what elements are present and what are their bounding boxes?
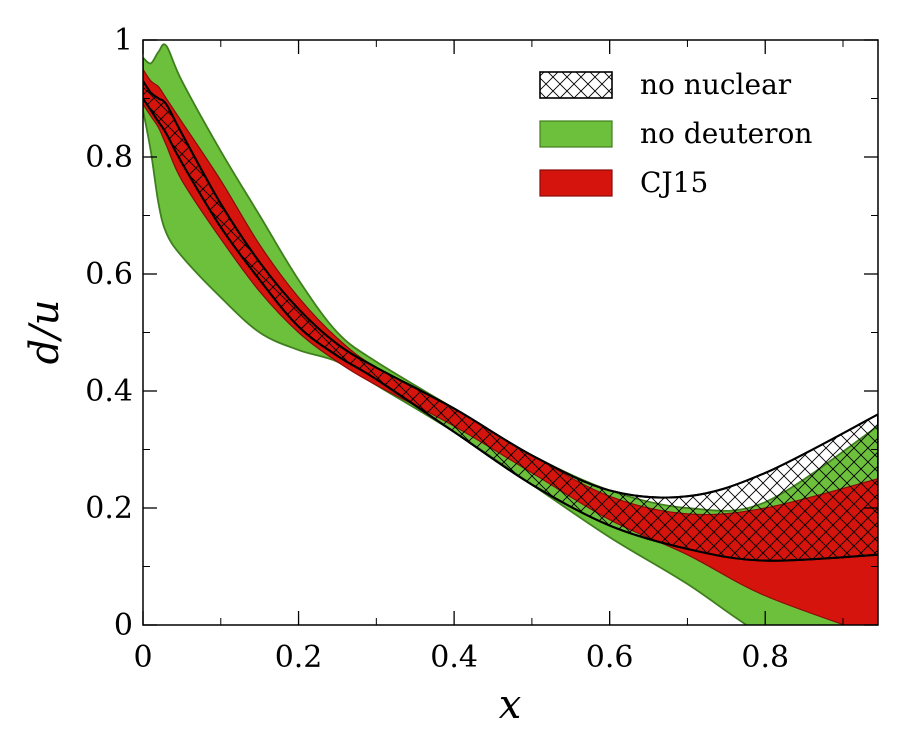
legend-label-no-deuteron: no deuteron	[640, 117, 812, 150]
x-tick-label: 0	[133, 640, 152, 675]
y-tick-label: 0.8	[85, 140, 133, 175]
y-tick-label: 0.2	[85, 491, 133, 526]
y-tick-label: 0	[114, 608, 133, 643]
band-cj15	[143, 68, 878, 625]
y-tick-label: 0.6	[85, 257, 133, 292]
axis-ticks	[142, 39, 878, 626]
legend-swatch-no-nuclear	[539, 71, 613, 99]
legend-swatch-cj15	[539, 169, 613, 197]
tick-labels: 0 0.2 0.4 0.6 0.8 0 0.2 0.4 0.6 0.8 1	[85, 23, 789, 675]
x-tick-label: 0.6	[586, 640, 634, 675]
bands	[143, 43, 878, 625]
x-tick-label: 0.8	[741, 640, 789, 675]
y-tick-label: 1	[114, 23, 133, 58]
y-axis-label: d/u	[22, 300, 68, 365]
legend-label-cj15: CJ15	[640, 166, 708, 199]
x-axis-label: x	[499, 682, 522, 728]
band-no-nuclear-lower-line	[143, 97, 878, 562]
x-tick-label: 0.4	[430, 640, 478, 675]
y-tick-label: 0.4	[85, 374, 133, 409]
legend-swatch-no-deuteron	[539, 120, 613, 148]
legend: no nuclear no deuteron CJ15	[539, 68, 812, 199]
band-no-nuclear-upper-line	[143, 80, 878, 499]
legend-label-no-nuclear: no nuclear	[640, 68, 792, 101]
x-tick-label: 0.2	[275, 640, 323, 675]
